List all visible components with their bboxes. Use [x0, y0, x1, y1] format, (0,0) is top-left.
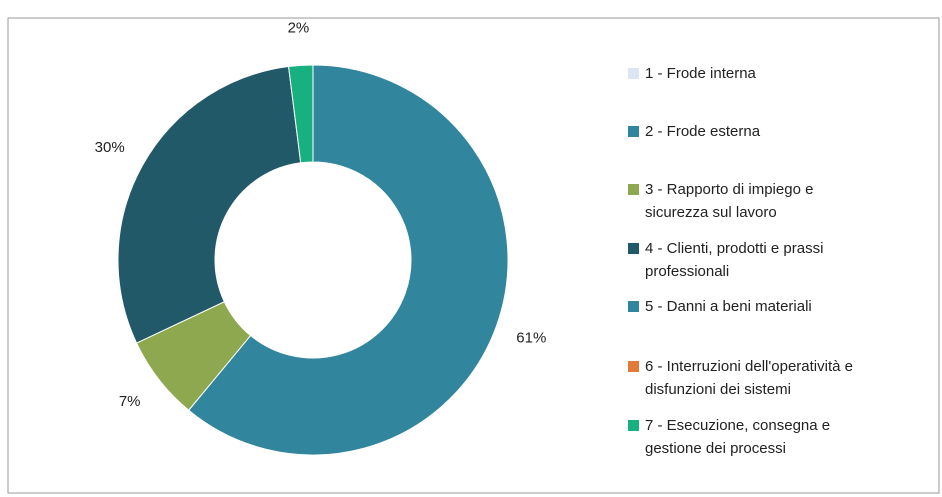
- legend-label: 7 - Esecuzione, consegna e gestione dei …: [645, 417, 831, 457]
- legend-label: 4 - Clienti, prodotti e prassi professio…: [645, 240, 824, 280]
- legend-label: 1 - Frode interna: [645, 65, 756, 82]
- data-label: 30%: [95, 139, 125, 156]
- legend-label: 5 - Danni a beni materiali: [645, 298, 812, 315]
- donut-slice: [187, 64, 509, 456]
- legend-swatch: [628, 243, 639, 254]
- legend-item: 7 - Esecuzione, consegna e gestione dei …: [628, 414, 830, 460]
- legend-swatch: [628, 126, 639, 137]
- legend-label: 6 - Interruzioni dell'operatività e disf…: [645, 358, 853, 398]
- data-label: 61%: [516, 330, 546, 347]
- legend-swatch: [628, 361, 639, 372]
- legend-swatch: [628, 184, 639, 195]
- legend-item: 1 - Frode interna: [628, 62, 756, 85]
- legend-item: 4 - Clienti, prodotti e prassi professio…: [628, 237, 823, 283]
- data-label: 7%: [119, 393, 141, 410]
- legend-swatch: [628, 301, 639, 312]
- legend-item: 6 - Interruzioni dell'operatività e disf…: [628, 355, 853, 401]
- legend-swatch: [628, 68, 639, 79]
- legend-item: 3 - Rapporto di impiego e sicurezza sul …: [628, 178, 813, 224]
- legend-label: 3 - Rapporto di impiego e sicurezza sul …: [645, 181, 814, 221]
- legend-swatch: [628, 420, 639, 431]
- legend-item: 5 - Danni a beni materiali: [628, 295, 812, 318]
- legend-item: 2 - Frode esterna: [628, 120, 760, 143]
- donut-slice: [117, 65, 302, 344]
- data-label: 2%: [288, 19, 310, 36]
- legend-label: 2 - Frode esterna: [645, 123, 761, 140]
- donut-slice: [288, 64, 314, 164]
